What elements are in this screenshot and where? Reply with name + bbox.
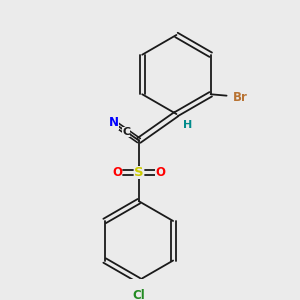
Text: O: O: [112, 166, 122, 179]
Text: C: C: [122, 127, 130, 137]
Text: N: N: [109, 116, 119, 129]
Text: Cl: Cl: [133, 289, 145, 300]
Text: O: O: [156, 166, 166, 179]
Text: H: H: [183, 120, 192, 130]
Text: S: S: [134, 166, 144, 179]
Text: Br: Br: [233, 91, 248, 103]
